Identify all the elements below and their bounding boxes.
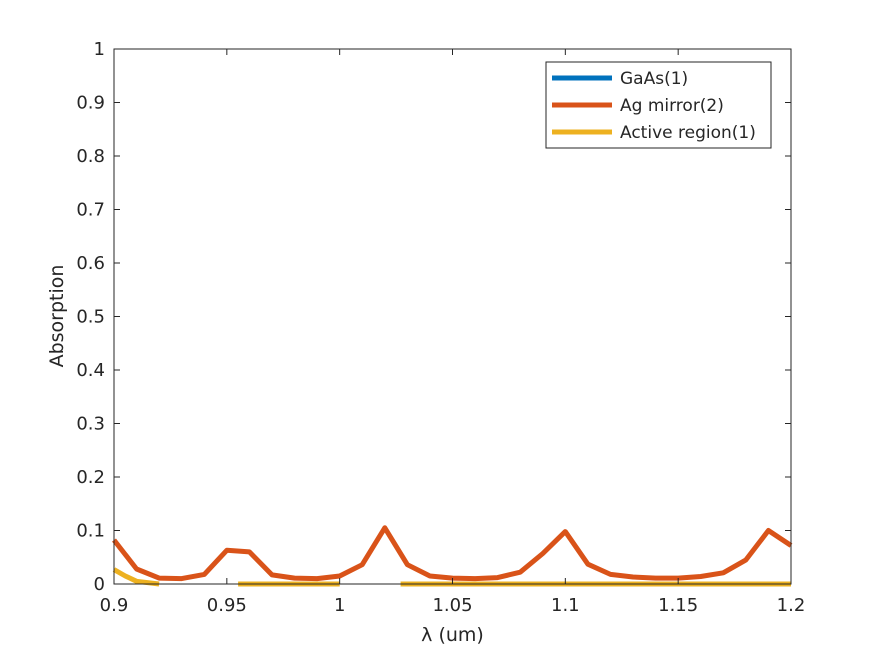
y-tick-label: 0.2	[76, 467, 105, 488]
x-tick-label: 0.9	[100, 595, 129, 616]
legend: GaAs(1) Ag mirror(2) Active region(1)	[545, 61, 772, 149]
y-tick-label: 1	[94, 39, 105, 60]
legend-label-ag-mirror: Ag mirror(2)	[620, 96, 724, 116]
x-axis-label: λ (um)	[421, 624, 484, 646]
series-line-3-segment	[112, 567, 160, 587]
y-tick-label: 0.9	[76, 93, 105, 114]
ticks-layer: 0.9 0.95 1 1.05 1.1 1.15 1.2 0 0.1 0.2 0.3 0.4 0.5 0.…	[76, 39, 805, 616]
x-tick-label: 1.15	[658, 595, 698, 616]
y-tick-label: 0.1	[76, 521, 105, 542]
y-tick-label: 0.8	[76, 146, 105, 167]
x-tick-label: 1	[334, 595, 345, 616]
y-tick-label: 0.4	[76, 360, 105, 381]
y-tick-label: 0.6	[76, 253, 105, 274]
y-tick-label: 0	[94, 574, 105, 595]
legend-label-active-region: Active region(1)	[620, 123, 756, 143]
x-tick-label: 1.1	[551, 595, 580, 616]
y-tick-label: 0.5	[76, 307, 105, 328]
x-tick-label: 1.2	[777, 595, 806, 616]
y-tick-label: 0.7	[76, 200, 105, 221]
legend-label-gaas: GaAs(1)	[620, 69, 688, 89]
x-tick-label: 0.95	[207, 595, 247, 616]
x-tick-label: 1.05	[432, 595, 472, 616]
y-axis-label: Absorption	[46, 265, 68, 368]
y-tick-label: 0.3	[76, 414, 105, 435]
